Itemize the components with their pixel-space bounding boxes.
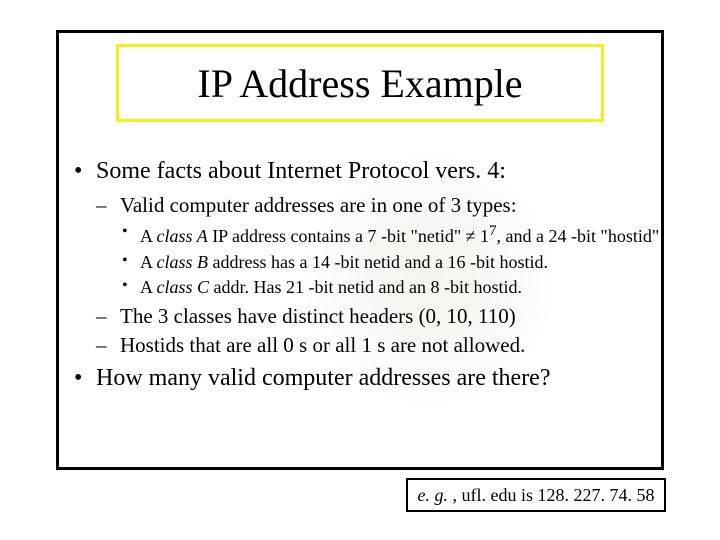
footnote-eg: e. g.: [418, 485, 453, 505]
b112-post: address has a 14 -bit netid and a 16 -bi…: [208, 252, 548, 272]
b112-class: class B: [157, 252, 209, 272]
content-area: Some facts about Internet Protocol vers.…: [74, 156, 674, 398]
bullet-list-level2: Valid computer addresses are in one of 3…: [96, 192, 674, 360]
b111-class: class A: [157, 226, 208, 246]
footnote-box: e. g. , ufl. edu is 128. 227. 74. 58: [406, 478, 666, 512]
bullet-1-2-text: The 3 classes have distinct headers (0, …: [120, 304, 516, 328]
bullet-1-3-text: Hostids that are all 0 s or all 1 s are …: [120, 333, 525, 357]
bullet-1-1-1: A class A IP address contains a 7 -bit "…: [120, 222, 674, 248]
b112-pre: A: [140, 252, 157, 272]
bullet-1-1-3: A class C addr. Has 21 -bit netid and an…: [120, 276, 674, 299]
b113-class: class C: [157, 277, 210, 297]
footnote-text: e. g. , ufl. edu is 128. 227. 74. 58: [418, 485, 655, 506]
title-box: IP Address Example: [116, 44, 604, 122]
b113-post: addr. Has 21 -bit netid and an 8 -bit ho…: [209, 277, 522, 297]
b111-pre: A: [140, 226, 157, 246]
bullet-1-1-2: A class B address has a 14 -bit netid an…: [120, 251, 674, 274]
bullet-1-text: Some facts about Internet Protocol vers.…: [96, 158, 506, 184]
bullet-2-text: How many valid computer addresses are th…: [96, 365, 551, 391]
bullet-2: How many valid computer addresses are th…: [74, 363, 674, 395]
bullet-1-3: Hostids that are all 0 s or all 1 s are …: [96, 332, 674, 360]
bullet-list-level3: A class A IP address contains a 7 -bit "…: [120, 222, 674, 299]
bullet-1-2: The 3 classes have distinct headers (0, …: [96, 303, 674, 331]
bullet-list-level1: Some facts about Internet Protocol vers.…: [74, 156, 674, 395]
b111-tail: , and a 24 -bit "hostid": [497, 226, 660, 246]
bullet-1-1: Valid computer addresses are in one of 3…: [96, 192, 674, 300]
slide-title: IP Address Example: [197, 60, 522, 107]
bullet-1: Some facts about Internet Protocol vers.…: [74, 156, 674, 360]
footnote-rest: , ufl. edu is 128. 227. 74. 58: [453, 485, 655, 505]
b113-pre: A: [140, 277, 157, 297]
b111-post: IP address contains a 7 -bit "netid" ≠ 1: [208, 226, 489, 246]
b111-sup: 7: [489, 223, 497, 239]
bullet-1-1-text: Valid computer addresses are in one of 3…: [120, 193, 517, 217]
